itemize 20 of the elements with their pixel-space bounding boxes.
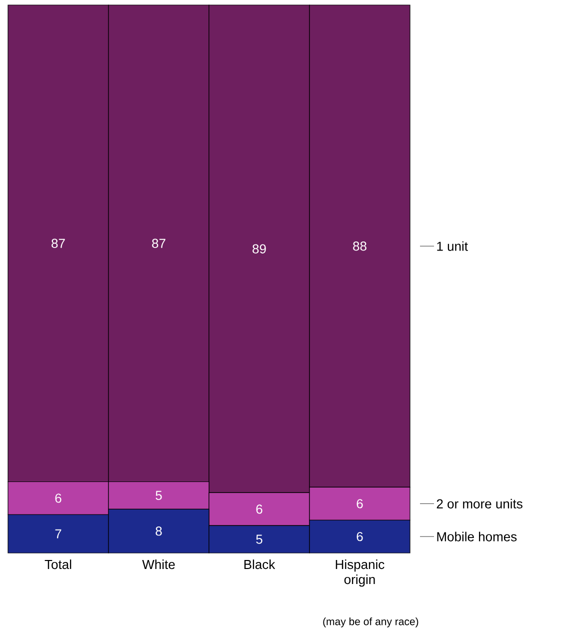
data-label: 5 <box>256 534 262 544</box>
legend-label: 2 or more units <box>436 498 522 508</box>
data-label: 5 <box>156 490 162 500</box>
data-label: 6 <box>256 504 262 514</box>
x-tick-label: Hispanic origin <box>336 560 384 587</box>
data-label: 88 <box>353 242 366 251</box>
data-label: 7 <box>55 529 62 538</box>
data-label: 87 <box>152 238 166 248</box>
x-tick-label: White <box>142 560 175 570</box>
legend-label: 1 unit <box>437 241 468 251</box>
data-label: 87 <box>52 238 65 248</box>
text: (may be of any race) <box>323 618 418 628</box>
data-label: 6 <box>55 494 62 503</box>
data-label: 6 <box>356 532 363 542</box>
legend-label: Mobile homes <box>437 532 517 542</box>
x-tick-label: Black <box>244 560 276 570</box>
data-label: 6 <box>356 499 363 508</box>
data-label: 89 <box>252 244 266 254</box>
x-tick-label: Total <box>44 560 72 570</box>
data-label: 8 <box>156 526 162 536</box>
